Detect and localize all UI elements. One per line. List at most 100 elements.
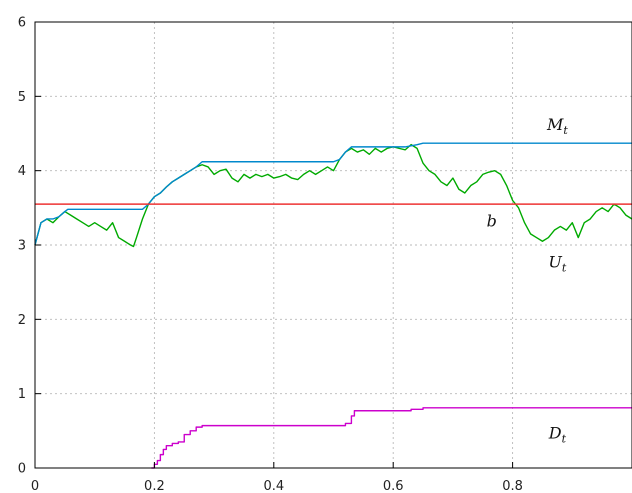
point-U-95 [596,211,597,212]
point-U-49 [321,170,322,171]
point-D-17 [354,410,355,411]
grid [35,22,632,468]
point-U-65 [416,148,417,149]
point-U-63 [405,149,406,150]
point-M-8 [106,209,107,210]
point-D-12 [208,425,209,426]
point-M-32 [512,143,513,144]
point-U-37 [249,178,250,179]
series-label-D: Dt [548,423,567,445]
point-U-39 [261,176,262,177]
series-layer [34,142,632,469]
point-U-60 [387,148,388,149]
point-U-91 [572,222,573,223]
series-line-U [34,143,632,248]
point-U-44 [291,178,292,179]
point-U-71 [452,178,453,179]
point-U-48 [315,174,316,175]
point-U-51 [333,170,334,171]
series-label-sub-U: t [562,261,567,274]
point-M-6 [67,209,68,210]
point-U-38 [255,174,256,175]
y-axis: 0 1 2 3 4 5 6 [18,16,41,477]
point-U-96 [602,207,603,208]
point-U-90 [566,230,567,231]
point-M-31 [452,143,453,144]
point-U-19 [142,218,143,219]
point-U-31 [214,174,215,175]
point-U-70 [446,185,447,186]
series-label-b: b [487,211,497,230]
point-D-4 [163,449,164,450]
point-D-13 [273,425,274,426]
point-U-50 [327,166,328,167]
point-U-10 [94,222,95,223]
point-U-14 [118,237,119,238]
point-M-26 [351,146,352,147]
point-M-5 [64,211,65,212]
y-tick-label-3: 3 [18,239,26,254]
series-label-U: Ut [548,252,566,274]
point-U-83 [524,222,525,223]
series-line-M [34,142,632,246]
point-U-36 [243,174,244,175]
point-M-27 [393,146,394,147]
point-D-23 [572,407,573,408]
point-M-28 [405,146,406,147]
point-M-18 [190,170,191,171]
point-M-4 [58,216,59,217]
point-U-99 [619,207,620,208]
point-U-9 [88,226,89,227]
point-U-75 [476,181,477,182]
point-D-19 [411,409,412,410]
point-U-15 [124,241,125,242]
x-axis: 0 0.2 0.4 0.6 0.8 [31,462,523,493]
series-label-sub-D: t [562,432,567,445]
x-tick-label-1: 0.2 [144,479,165,493]
point-U-87 [548,237,549,238]
series-label-main-U: U [548,252,562,271]
y-tick-label-5: 5 [18,90,26,105]
series-label-main-D: D [548,423,562,442]
point-U-45 [297,179,298,180]
point-M-2 [46,218,47,219]
point-D-9 [190,430,191,431]
series-label-sub-M: t [563,124,568,137]
point-D-3 [160,454,161,455]
point-U-17 [133,246,134,247]
point-U-34 [231,178,232,179]
point-U-42 [279,176,280,177]
point-U-69 [440,181,441,182]
point-D-2 [157,460,158,461]
series-label-main-b: b [487,211,497,230]
point-M-33 [572,143,573,144]
point-U-93 [584,222,585,223]
point-U-86 [542,241,543,242]
point-U-89 [560,226,561,227]
point-M-10 [142,209,143,210]
point-M-12 [154,196,155,197]
point-U-59 [381,151,382,152]
point-U-94 [590,218,591,219]
point-U-81 [512,200,513,201]
point-U-33 [225,169,226,170]
point-U-29 [202,164,203,165]
plot-background [35,22,632,468]
point-U-40 [267,174,268,175]
point-U-72 [458,189,459,190]
point-M-20 [202,161,203,162]
x-tick-label-0: 0 [31,479,39,493]
point-M-25 [345,151,346,152]
point-U-32 [219,170,220,171]
point-D-10 [196,427,197,428]
point-U-35 [237,181,238,182]
point-D-22 [512,407,513,408]
y-tick-label-4: 4 [18,164,26,179]
point-D-5 [166,445,167,446]
point-D-11 [202,425,203,426]
point-U-3 [52,222,53,223]
point-U-68 [434,174,435,175]
point-U-85 [536,237,537,238]
